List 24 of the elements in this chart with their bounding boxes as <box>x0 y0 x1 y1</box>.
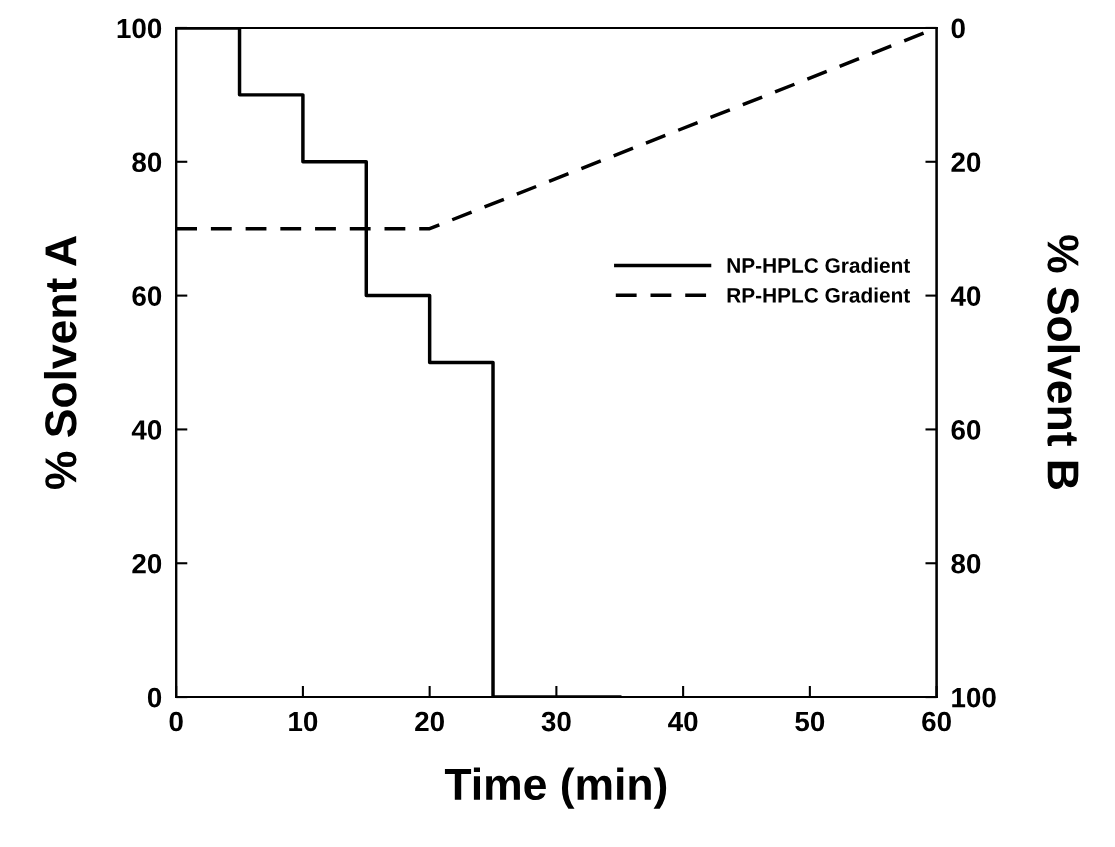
x-tick-label: 10 <box>289 711 318 732</box>
x-tick-label: 50 <box>795 711 825 732</box>
y2-tick-label: 100 <box>952 687 996 708</box>
y2-tick-label: 40 <box>950 286 981 306</box>
x-tick-label: 40 <box>668 711 698 732</box>
y-tick-label: 60 <box>132 286 162 306</box>
y-tick-label: 100 <box>117 18 162 39</box>
y-tick-label: 40 <box>131 420 162 440</box>
y-axis-title: % Solvent A <box>43 236 77 489</box>
legend-label: NP-HPLC Gradient <box>727 257 910 273</box>
y-tick-label: 80 <box>132 152 162 173</box>
x-axis-title: Time (min) <box>444 767 667 809</box>
y2-tick-label: 60 <box>951 420 981 440</box>
y-tick-label: 20 <box>132 553 162 574</box>
y2-tick-label: 0 <box>951 18 965 39</box>
y2-axis-title: % Solvent B <box>1047 235 1080 489</box>
legend-label: RP-HPLC Gradient <box>727 287 910 303</box>
y2-tick-label: 80 <box>951 553 981 574</box>
x-tick-label: 60 <box>922 711 951 732</box>
y-tick-label: 0 <box>147 687 162 708</box>
x-tick-label: 30 <box>541 711 571 732</box>
y2-tick-label: 20 <box>951 152 981 173</box>
x-tick-label: 0 <box>169 711 183 732</box>
x-tick-label: 20 <box>415 711 444 732</box>
